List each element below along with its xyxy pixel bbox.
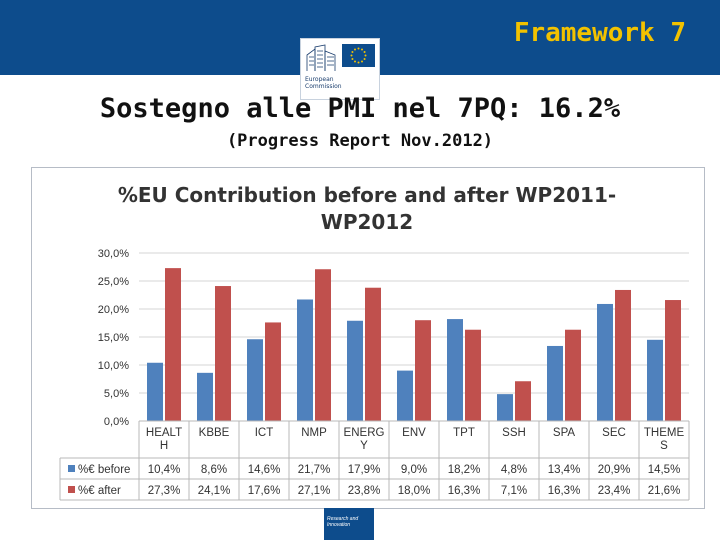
bar-after: [165, 268, 181, 421]
logo-text-line-2: Commission: [305, 83, 342, 90]
legend-swatch-after: [68, 486, 75, 493]
category-label: KBBE: [199, 427, 230, 439]
bar-after: [215, 286, 231, 421]
bar-after: [515, 381, 531, 421]
page-title: Sostegno alle PMI nel 7PQ: 16.2%: [99, 93, 621, 124]
data-label: 16,3%: [548, 485, 581, 497]
bar-before: [597, 303, 613, 421]
data-label: 23,8%: [348, 485, 381, 497]
flag-star: [354, 48, 356, 51]
data-label: 9,0%: [401, 464, 427, 476]
category-label: S: [660, 440, 668, 452]
bar-before: [397, 370, 413, 421]
flag-star: [361, 48, 363, 51]
bar-before: [347, 320, 363, 421]
flag-star: [354, 60, 356, 63]
category-label: SEC: [602, 427, 626, 439]
legend-label-before: %€ before: [78, 464, 130, 476]
category-label: SPA: [553, 427, 575, 439]
y-tick-label: 10,0%: [98, 360, 129, 372]
flag-star: [357, 61, 360, 64]
footer-text-line-1: Research and: [327, 516, 359, 522]
category-label: SSH: [502, 427, 526, 439]
bar-after: [465, 329, 481, 421]
footer-text: Research and Innovation: [327, 516, 358, 528]
flag-star: [351, 58, 354, 60]
bar-before: [247, 339, 263, 421]
bar-after: [415, 320, 431, 421]
eu-flag-icon: [342, 44, 375, 67]
data-label: 8,6%: [201, 464, 227, 476]
data-label: 23,4%: [598, 485, 631, 497]
data-label: 7,1%: [501, 485, 527, 497]
bar-after: [315, 269, 331, 421]
bar-before: [197, 372, 213, 421]
data-label: 20,9%: [598, 464, 631, 476]
category-label: THEME: [644, 427, 685, 439]
y-tick-label: 15,0%: [98, 332, 129, 344]
bar-before: [297, 299, 313, 421]
bar-before: [147, 362, 163, 421]
chart-panel: %EU Contribution before and after WP2011…: [31, 167, 705, 509]
data-label: 24,1%: [198, 485, 231, 497]
y-tick-label: 5,0%: [104, 388, 129, 400]
category-label: NMP: [301, 427, 327, 439]
european-commission-logo: European Commission: [300, 38, 380, 100]
building-icon: [306, 44, 336, 71]
chart-title-line-1: %EU Contribution before and after WP2011…: [117, 183, 617, 207]
data-label: 13,4%: [548, 464, 581, 476]
bar-after: [665, 300, 681, 421]
bar-after: [615, 289, 631, 421]
logo-text-line-1: European: [305, 76, 334, 83]
data-label: 14,5%: [648, 464, 681, 476]
category-label: H: [160, 440, 168, 452]
flag-star: [363, 51, 366, 53]
flag-star: [361, 60, 363, 63]
legend-swatch-before: [68, 465, 75, 472]
data-label: 17,9%: [348, 464, 381, 476]
logo-text: European Commission: [305, 76, 342, 90]
flag-star: [363, 58, 366, 60]
bar-after: [365, 287, 381, 421]
category-label: Y: [360, 440, 368, 452]
chart-title: %EU Contribution before and after WP2011…: [72, 182, 662, 236]
bar-before: [497, 394, 513, 421]
data-label: 4,8%: [501, 464, 527, 476]
category-label: ENV: [402, 427, 426, 439]
category-label: TPT: [453, 427, 475, 439]
bar-before: [547, 345, 563, 421]
bar-before: [647, 339, 663, 421]
data-label: 14,6%: [248, 464, 281, 476]
flag-star: [364, 54, 367, 57]
category-label: ENERG: [344, 427, 385, 439]
data-label: 17,6%: [248, 485, 281, 497]
data-label: 10,4%: [148, 464, 181, 476]
flag-star: [350, 54, 353, 57]
category-label: HEALT: [146, 427, 182, 439]
bar-before: [447, 319, 463, 421]
data-label: 16,3%: [448, 485, 481, 497]
y-tick-label: 30,0%: [98, 248, 129, 260]
y-tick-label: 25,0%: [98, 276, 129, 288]
data-label: 21,7%: [298, 464, 331, 476]
y-tick-label: 0,0%: [104, 416, 129, 428]
data-label: 21,6%: [648, 485, 681, 497]
footer-text-line-2: Innovation: [327, 522, 351, 528]
data-label: 18,0%: [398, 485, 431, 497]
data-label: 27,3%: [148, 485, 181, 497]
footer-badge: Research and Innovation: [324, 508, 374, 540]
data-label: 18,2%: [448, 464, 481, 476]
flag-star: [357, 47, 360, 50]
chart-title-line-2: WP2012: [320, 210, 414, 234]
bar-after: [265, 322, 281, 421]
legend-label-after: %€ after: [78, 485, 121, 497]
y-tick-label: 20,0%: [98, 304, 129, 316]
data-label: 27,1%: [298, 485, 331, 497]
page-subtitle: (Progress Report Nov.2012): [226, 131, 494, 151]
bar-after: [565, 329, 581, 421]
flag-star: [351, 51, 354, 53]
category-label: ICT: [255, 427, 274, 439]
framework-title: Framework 7: [513, 18, 686, 48]
